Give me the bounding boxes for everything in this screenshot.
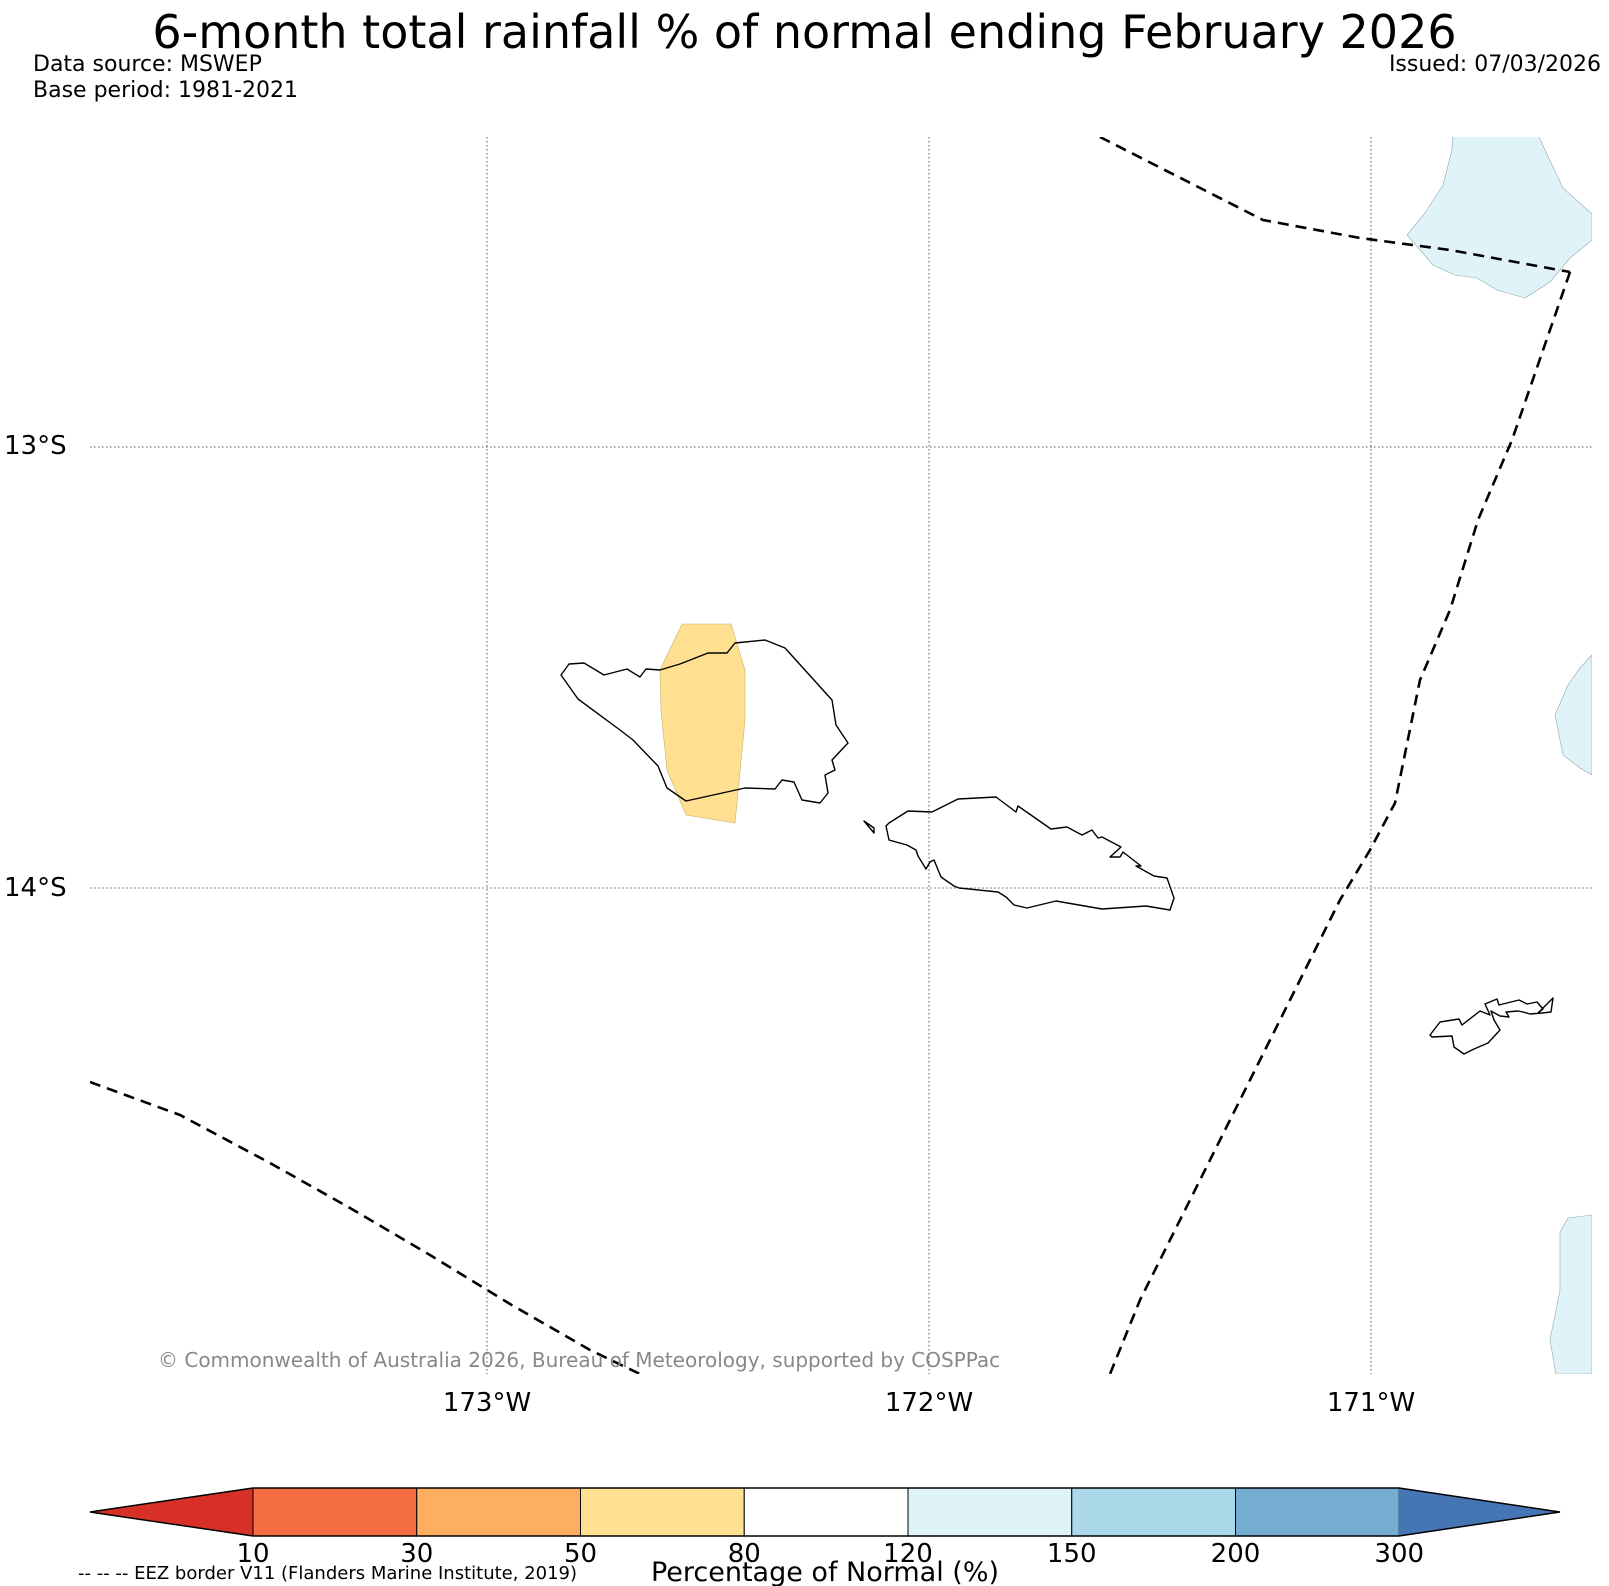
colorbar-segment [1071, 1487, 1236, 1537]
eez-border-east [1108, 271, 1572, 1374]
colorbar-segment [1235, 1487, 1400, 1537]
lon-label-173w: 173°W [443, 1388, 531, 1418]
map-title: 6-month total rainfall % of normal endin… [152, 5, 1457, 59]
colorbar-tick-label: 300 [1374, 1539, 1424, 1569]
colorbar-extend-high [1399, 1488, 1560, 1536]
colorbar-tick-label: 80 [728, 1539, 761, 1569]
colorbar-title: Percentage of Normal (%) [651, 1557, 999, 1586]
island-savaii [560, 639, 849, 804]
data-source-text: Data source: MSWEP [33, 52, 262, 77]
island-manono [863, 820, 875, 834]
latitude-labels: 13°S 14°S [4, 431, 67, 903]
colorbar-segment [907, 1487, 1073, 1537]
colorbar-outline [89, 1487, 1561, 1537]
above-normal-area-northeast [1406, 137, 1592, 299]
issued-date: Issued: 07/03/2026 [1388, 52, 1601, 77]
colorbar-segment [252, 1487, 418, 1537]
colorbar-segments [252, 1487, 1400, 1537]
colorbar-tick-label: 200 [1211, 1539, 1261, 1569]
base-period-text: Base period: 1981-2021 [33, 78, 298, 103]
colorbar-segment [743, 1487, 909, 1537]
below-normal-area [659, 623, 746, 824]
colorbar-segment [416, 1487, 581, 1537]
colorbar-extend-low [90, 1488, 253, 1536]
longitude-labels: 173°W 172°W 171°W [443, 1388, 1415, 1418]
eez-borders [90, 137, 1572, 1374]
colorbar-tick-labels: 10 30 50 80 120 150 200 300 [236, 1539, 1424, 1569]
coastlines [560, 639, 1554, 1055]
map-area: © Commonwealth of Australia 2026, Bureau… [90, 137, 1592, 1374]
island-upolu [885, 796, 1175, 911]
lat-label-14s: 14°S [4, 873, 67, 903]
colorbar-tick-label: 10 [236, 1539, 269, 1569]
lat-label-13s: 13°S [4, 431, 67, 461]
island-tutuila [1429, 997, 1554, 1055]
colorbar: 10 30 50 80 120 150 200 300 Percentage of Norma… [89, 1487, 1561, 1586]
lon-label-171w: 171°W [1327, 1388, 1415, 1418]
lon-label-172w: 172°W [885, 1388, 973, 1418]
eez-border-southwest [90, 1080, 641, 1374]
above-normal-area-east [1554, 654, 1592, 776]
colorbar-tick-label: 30 [400, 1539, 433, 1569]
above-normal-area-southeast [1549, 1214, 1592, 1374]
colorbar-tick-label: 120 [883, 1539, 933, 1569]
source-info: Data source: MSWEP Base period: 1981-202… [33, 52, 298, 104]
colorbar-segment [580, 1487, 745, 1537]
colorbar-tick-label: 150 [1047, 1539, 1097, 1569]
copyright-notice: © Commonwealth of Australia 2026, Bureau… [158, 1348, 1000, 1372]
colorbar-tick-label: 50 [564, 1539, 597, 1569]
eez-legend-note: -- -- -- EEZ border V11 (Flanders Marine… [78, 1563, 577, 1584]
graticule [90, 137, 1592, 1374]
